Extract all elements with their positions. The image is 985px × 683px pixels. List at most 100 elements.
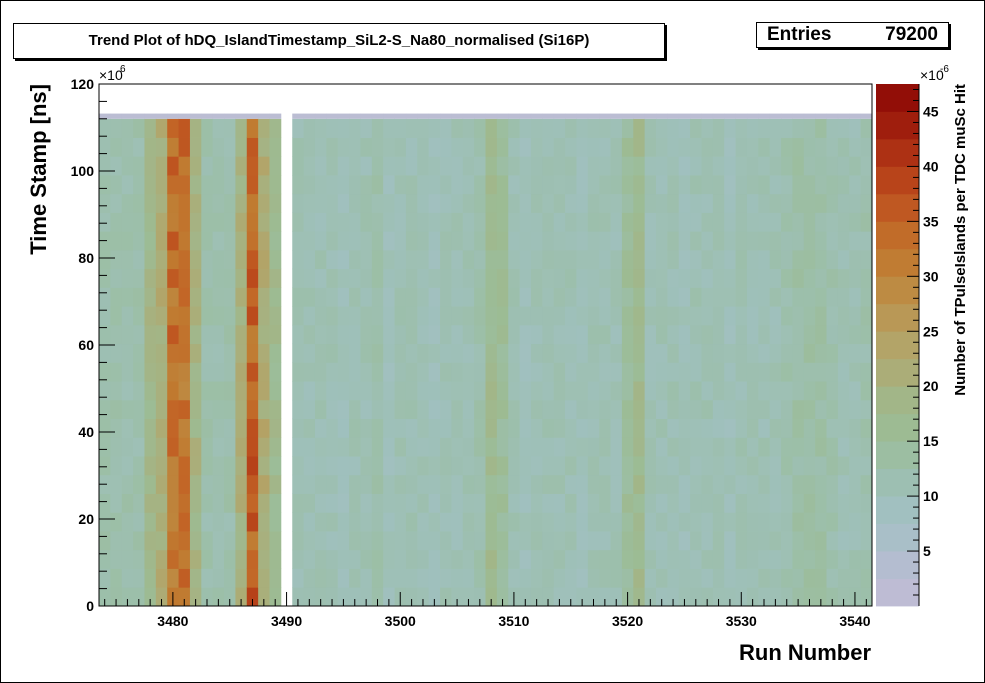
heatmap-cell — [440, 456, 452, 476]
heatmap-cell — [724, 362, 736, 382]
heatmap-cell — [99, 456, 111, 476]
heatmap-cell — [837, 343, 850, 363]
heatmap-cell — [565, 549, 577, 569]
heatmap-cell — [678, 381, 691, 401]
heatmap-cell — [235, 474, 248, 494]
heatmap-cell — [451, 512, 464, 532]
heatmap-cell — [224, 287, 236, 307]
heatmap-cell — [849, 175, 862, 195]
heatmap-cell — [235, 456, 248, 476]
heatmap-cell — [246, 399, 259, 420]
heatmap-cell — [644, 249, 657, 270]
heatmap-cell — [303, 137, 316, 157]
heatmap-cell — [508, 231, 521, 251]
heatmap-cell — [667, 493, 680, 513]
heatmap-cell — [860, 118, 873, 138]
heatmap-cell — [735, 118, 748, 138]
heatmap-cell — [656, 381, 668, 401]
heatmap-cell — [690, 549, 702, 569]
heatmap-cell — [235, 549, 248, 569]
heatmap-cell — [690, 287, 702, 307]
heatmap-cell — [496, 118, 509, 138]
heatmap-cell — [246, 113, 259, 119]
heatmap-cell — [474, 587, 486, 607]
heatmap-cell — [235, 418, 248, 438]
heatmap-cell — [383, 268, 395, 288]
heatmap-cell — [428, 531, 441, 551]
heatmap-cell — [837, 156, 850, 176]
heatmap-cell — [656, 306, 668, 326]
x-tick-label: 3540 — [839, 613, 870, 629]
heatmap-cell — [201, 474, 214, 494]
heatmap-cell — [667, 512, 680, 532]
heatmap-cell — [678, 231, 691, 251]
heatmap-cell — [451, 418, 464, 438]
heatmap-cell — [303, 456, 316, 476]
heatmap-cell — [746, 343, 759, 363]
heatmap-cell — [565, 399, 577, 420]
heatmap-cell — [587, 531, 600, 551]
heatmap-cell — [610, 175, 623, 195]
heatmap-cell — [485, 531, 498, 551]
color-scale-band — [876, 413, 919, 442]
heatmap-cell — [519, 512, 532, 532]
heatmap-cell — [224, 587, 236, 607]
heatmap-cell — [394, 362, 407, 382]
heatmap-cell — [474, 306, 486, 326]
heatmap-cell — [110, 324, 123, 345]
heatmap-cell — [712, 456, 725, 476]
heatmap-cell — [269, 343, 282, 363]
heatmap-cell — [735, 324, 748, 345]
heatmap-cell — [383, 362, 395, 382]
heatmap-cell — [746, 362, 759, 382]
heatmap-cell — [485, 549, 498, 569]
heatmap-cell — [485, 156, 498, 176]
heatmap-cell — [621, 249, 634, 270]
heatmap-cell — [815, 113, 827, 119]
heatmap-cell — [599, 399, 611, 420]
heatmap-cell — [519, 568, 532, 588]
heatmap-cell — [860, 418, 873, 438]
heatmap-cell — [644, 231, 657, 251]
heatmap-cell — [314, 306, 327, 326]
heatmap-cell — [701, 418, 714, 438]
heatmap-cell — [712, 175, 725, 195]
heatmap-cell — [781, 249, 793, 270]
heatmap-cell — [746, 268, 759, 288]
heatmap-cell — [746, 587, 759, 607]
heatmap-cell — [599, 118, 611, 138]
heatmap-cell — [542, 324, 555, 345]
heatmap-cell — [826, 287, 839, 307]
heatmap-cell — [224, 118, 236, 138]
heatmap-cell — [269, 437, 282, 457]
heatmap-cell — [803, 268, 816, 288]
heatmap-cell — [189, 493, 202, 513]
heatmap-cell — [428, 549, 441, 569]
heatmap-cell — [565, 568, 577, 588]
heatmap-cell — [224, 549, 236, 569]
heatmap-cell — [803, 249, 816, 270]
heatmap-cell — [656, 437, 668, 457]
heatmap-cell — [303, 493, 316, 513]
heatmap-cell — [644, 212, 657, 232]
heatmap-cell — [224, 343, 236, 363]
heatmap-cell — [644, 493, 657, 513]
heatmap-cell — [724, 306, 736, 326]
heatmap-cell — [303, 212, 316, 232]
x-tick-label: 3490 — [271, 613, 302, 629]
heatmap-cell — [110, 193, 123, 213]
heatmap-cell — [155, 399, 168, 420]
heatmap-cell — [246, 193, 259, 213]
heatmap-cell — [781, 306, 793, 326]
heatmap-cell — [667, 231, 680, 251]
heatmap-cell — [621, 175, 634, 195]
heatmap-cell — [678, 137, 691, 157]
heatmap-cell — [576, 193, 589, 213]
heatmap-cell — [633, 549, 646, 569]
heatmap-cell — [724, 343, 736, 363]
heatmap-cell — [337, 193, 350, 213]
heatmap-cell — [121, 175, 134, 195]
heatmap-cell — [337, 512, 350, 532]
heatmap-cell — [349, 343, 361, 363]
heatmap-cell — [99, 399, 111, 420]
